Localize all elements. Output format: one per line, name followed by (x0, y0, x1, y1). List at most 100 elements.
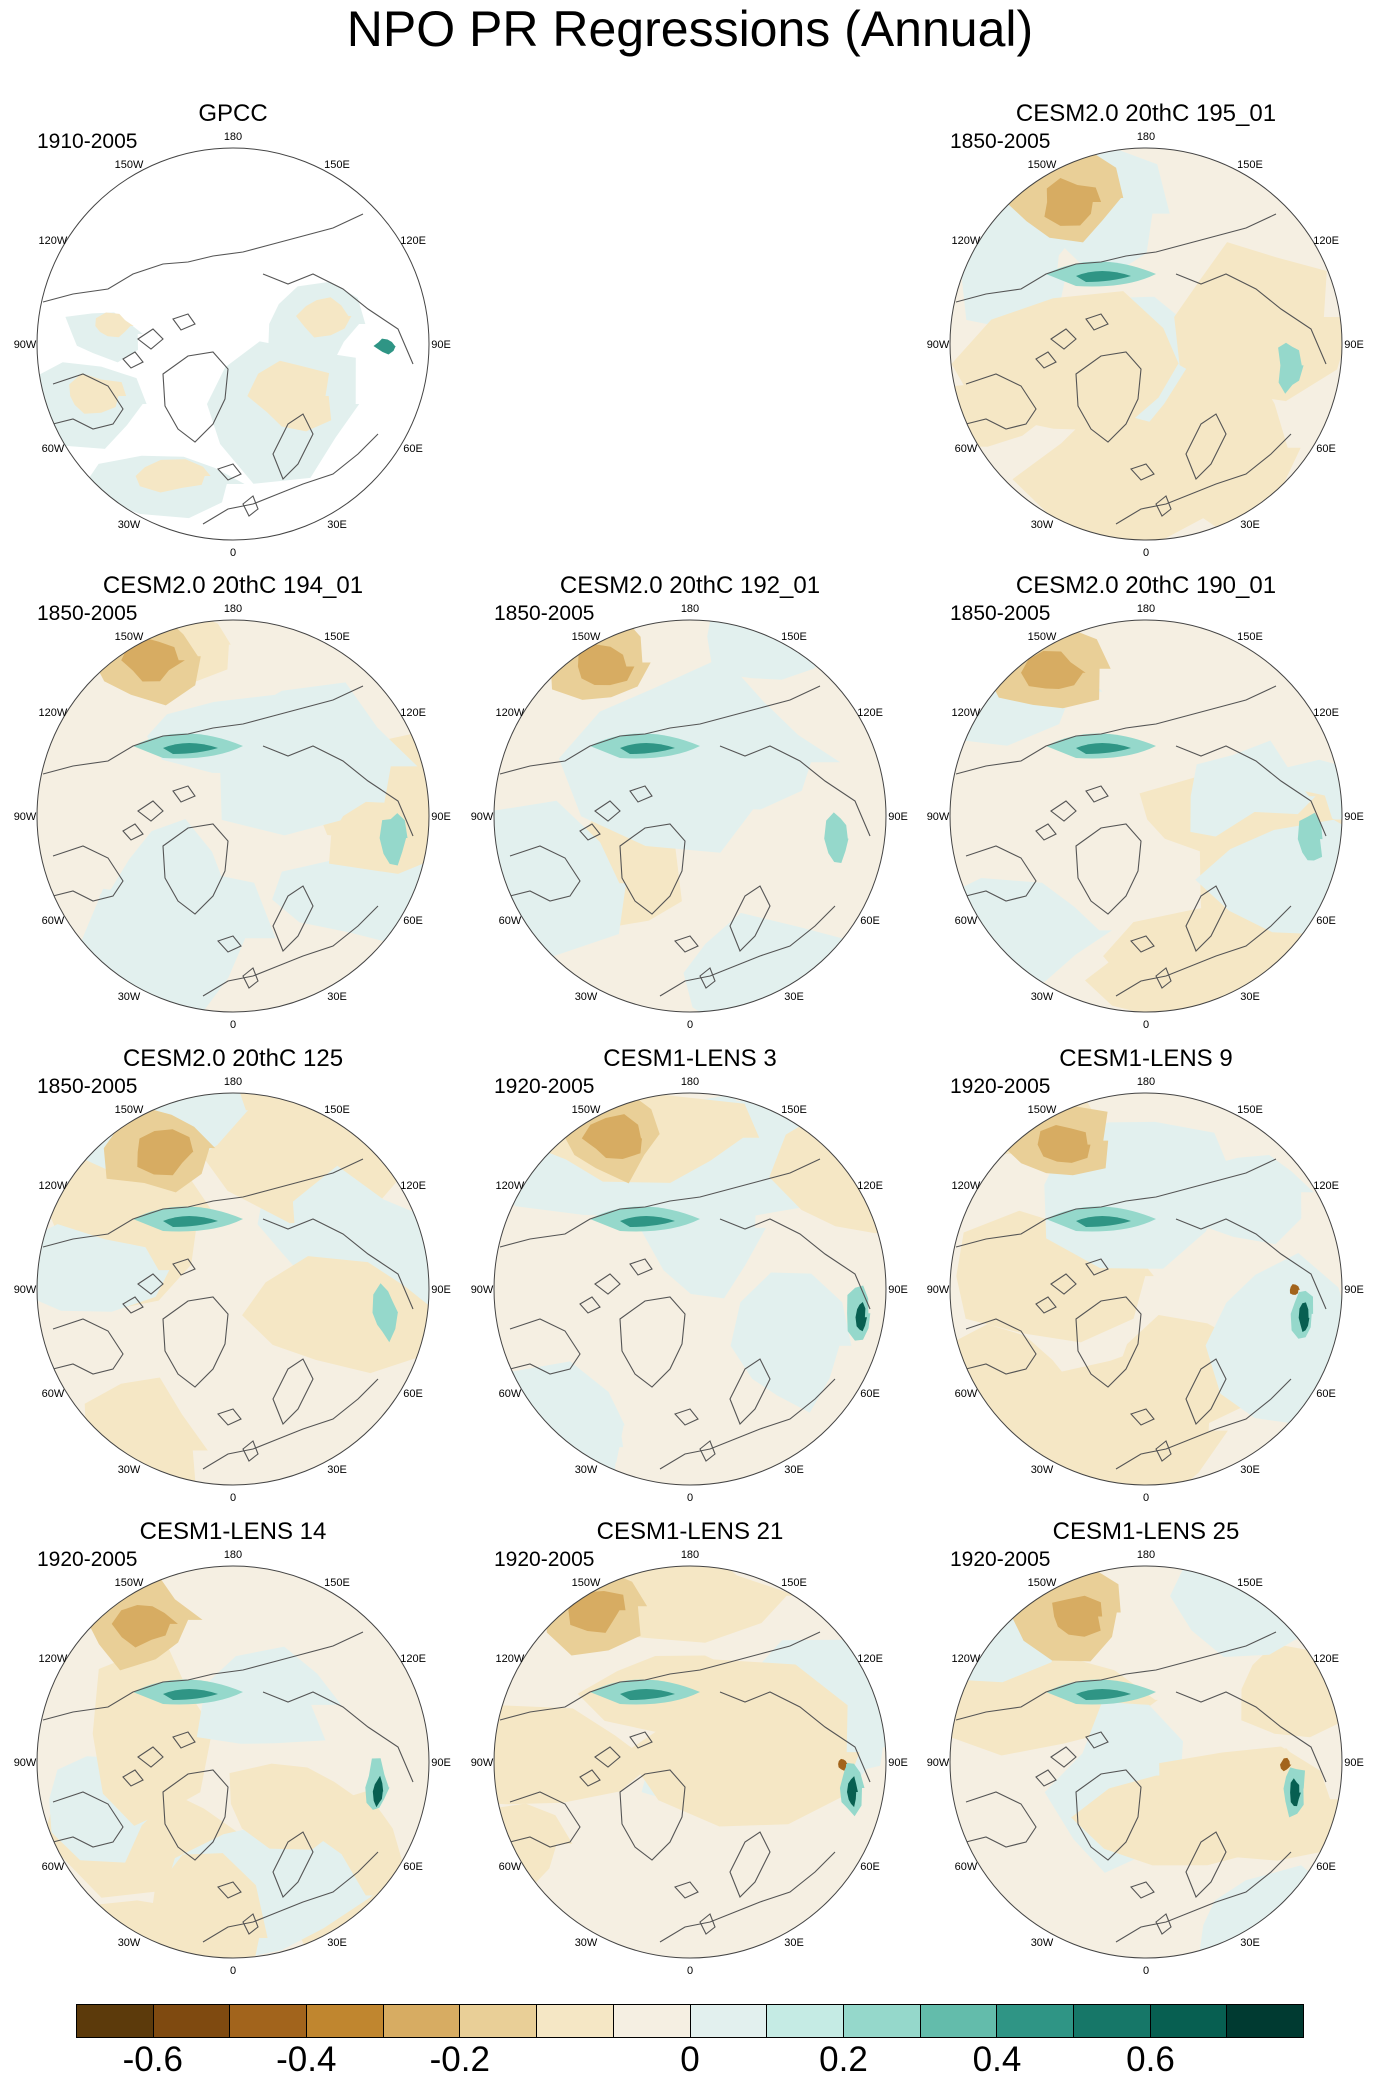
longitude-label: 180 (224, 1076, 242, 1088)
longitude-label: 90E (431, 339, 451, 351)
longitude-label: 30W (575, 1937, 598, 1949)
longitude-label: 90E (1344, 1757, 1364, 1769)
panel-period: 1920-2005 (494, 1548, 595, 1571)
colorbar-box (307, 2004, 384, 2038)
panel-period: 1850-2005 (950, 602, 1051, 625)
colorbar-tick-label: -0.4 (276, 2040, 337, 2079)
longitude-label: 150W (115, 1104, 144, 1116)
longitude-label: 150E (1237, 1104, 1263, 1116)
longitude-label: 30E (1240, 1464, 1260, 1476)
map-panel-cesm2-195: CESM2.0 20thC 195_01 1850-2005 180 150E 12… (926, 100, 1366, 570)
colorbar-box (1073, 2004, 1151, 2038)
longitude-label: 0 (687, 1019, 693, 1031)
polar-map: 180 150E 120E 90E 60E 30E 0 30W 60W 90W 120W 150W (471, 1549, 908, 1977)
longitude-label: 90W (14, 1757, 37, 1769)
longitude-label: 120E (400, 235, 426, 247)
longitude-label: 90W (14, 811, 37, 823)
longitude-label: 30W (118, 1464, 141, 1476)
polar-map: 180 150E 120E 90E 60E 30E 0 30W 60W 90W 120W 150W (927, 1076, 1364, 1504)
longitude-label: 30W (118, 519, 141, 531)
longitude-label: 60E (860, 1388, 880, 1400)
longitude-label: 180 (224, 603, 242, 615)
longitude-label: 90W (471, 1284, 494, 1296)
longitude-label: 30E (1240, 519, 1260, 531)
longitude-label: 0 (687, 1965, 693, 1977)
longitude-label: 30W (1031, 1464, 1054, 1476)
longitude-label: 60W (955, 915, 978, 927)
panel-title: CESM2.0 20thC 192_01 (559, 572, 821, 599)
colorbar-tick-label: 0.2 (819, 2040, 868, 2079)
panel-title: GPCC (198, 100, 268, 127)
longitude-label: 150W (115, 631, 144, 643)
longitude-label: 90W (927, 1284, 950, 1296)
longitude-label: 30E (327, 991, 347, 1003)
longitude-label: 180 (1137, 1076, 1155, 1088)
longitude-label: 120W (952, 1653, 981, 1665)
colorbar-box (843, 2004, 921, 2038)
longitude-label: 0 (1143, 1965, 1149, 1977)
map-panel-lens-3: CESM1-LENS 3 1920-2005 180 150E 120E 90E 60E… (470, 1045, 910, 1515)
longitude-label: 90W (927, 339, 950, 351)
longitude-label: 30E (1240, 1937, 1260, 1949)
longitude-label: 150W (572, 1577, 601, 1589)
longitude-label: 120W (39, 1653, 68, 1665)
longitude-label: 150W (1028, 159, 1057, 171)
longitude-label: 120W (496, 1653, 525, 1665)
longitude-label: 150E (1237, 159, 1263, 171)
longitude-label: 90W (471, 1757, 494, 1769)
longitude-label: 180 (681, 1076, 699, 1088)
longitude-label: 60W (955, 1861, 978, 1873)
longitude-label: 30W (118, 991, 141, 1003)
longitude-label: 150W (115, 159, 144, 171)
colorbar-box (690, 2004, 768, 2038)
colorbar-box (230, 2004, 308, 2038)
colorbar-box (383, 2004, 461, 2038)
longitude-label: 60W (42, 1388, 65, 1400)
panel-period: 1920-2005 (37, 1548, 138, 1571)
longitude-label: 150E (324, 1104, 350, 1116)
longitude-label: 120W (952, 235, 981, 247)
colorbar-box (76, 2004, 154, 2038)
colorbar-tick-label: 0 (680, 2040, 700, 2079)
panel-period: 1850-2005 (37, 602, 138, 625)
longitude-label: 30W (1031, 991, 1054, 1003)
panel-title: CESM2.0 20thC 190_01 (1015, 572, 1277, 599)
longitude-label: 0 (230, 1019, 236, 1031)
longitude-label: 180 (224, 131, 242, 143)
map-panel-cesm2-190: CESM2.0 20thC 190_01 1850-2005 180 150E 12… (926, 572, 1366, 1042)
longitude-label: 150E (1237, 631, 1263, 643)
longitude-label: 0 (1143, 547, 1149, 559)
longitude-label: 30E (327, 519, 347, 531)
longitude-label: 60W (499, 915, 522, 927)
longitude-label: 150W (115, 1577, 144, 1589)
longitude-label: 60E (403, 443, 423, 455)
map-panel-cesm2-192: CESM2.0 20thC 192_01 1850-2005 180 150E 12… (470, 572, 910, 1042)
panel-period: 1920-2005 (950, 1548, 1051, 1571)
longitude-label: 30W (575, 1464, 598, 1476)
longitude-label: 60W (42, 1861, 65, 1873)
longitude-label: 90W (927, 811, 950, 823)
colorbar (76, 2004, 1304, 2038)
longitude-label: 90E (888, 1757, 908, 1769)
polar-map: 180 150E 120E 90E 60E 30E 0 30W 60W 90W 120W 150W (927, 1549, 1364, 1977)
longitude-label: 30W (1031, 519, 1054, 531)
polar-map: 180 150E 120E 90E 60E 30E 0 30W 60W 90W 120W 150W (14, 1076, 451, 1504)
longitude-label: 180 (1137, 603, 1155, 615)
panel-title: CESM2.0 20thC 125 (122, 1045, 344, 1072)
panel-period: 1850-2005 (37, 1075, 138, 1098)
longitude-label: 60W (499, 1388, 522, 1400)
panel-period: 1850-2005 (494, 602, 595, 625)
longitude-label: 180 (224, 1549, 242, 1561)
polar-map: 180 150E 120E 90E 60E 30E 0 30W 60W 90W 120W 150W (927, 131, 1364, 559)
longitude-label: 30W (118, 1937, 141, 1949)
longitude-label: 60E (1316, 443, 1336, 455)
longitude-label: 30W (575, 991, 598, 1003)
longitude-label: 60W (42, 915, 65, 927)
longitude-label: 120E (857, 1180, 883, 1192)
longitude-label: 120E (1313, 235, 1339, 247)
longitude-label: 0 (1143, 1492, 1149, 1504)
longitude-label: 180 (681, 603, 699, 615)
colorbar-box (613, 2004, 691, 2038)
longitude-label: 0 (230, 1965, 236, 1977)
map-panel-gpcc: GPCC 1910-2005 180 150E 120E 90E 60E 30E 0 30W 6… (13, 100, 453, 570)
